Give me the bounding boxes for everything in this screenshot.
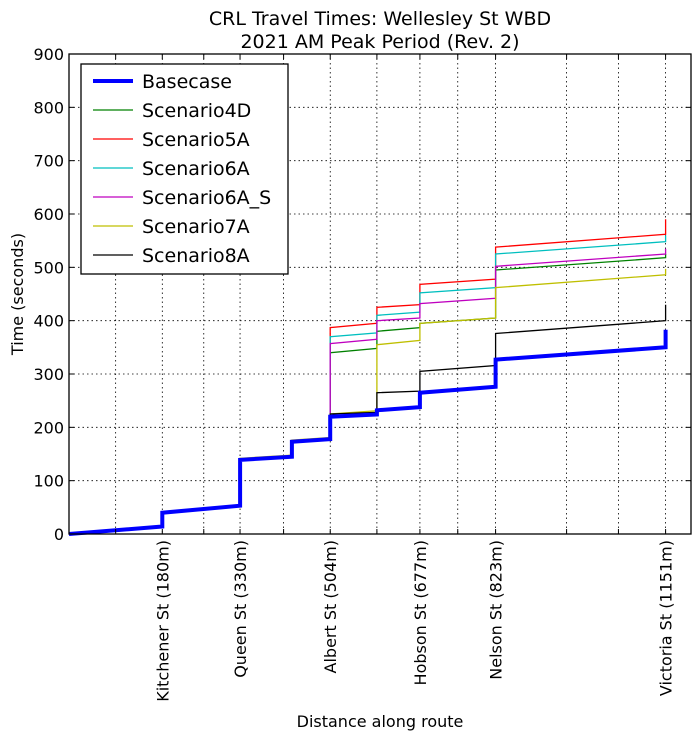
chart-subtitle: 2021 AM Peak Period (Rev. 2) <box>240 31 519 53</box>
chart-title: CRL Travel Times: Wellesley St WBD <box>209 8 551 30</box>
y-tick-label: 100 <box>33 472 64 491</box>
y-tick-label: 0 <box>54 525 64 544</box>
series-line-scenario6a <box>68 235 667 535</box>
legend: Basecase Scenario4D Scenario5A Scenario6A Sc… <box>80 63 289 275</box>
y-tick-label: 400 <box>33 312 64 331</box>
series-line-scenario4d <box>68 254 667 535</box>
x-tick-label: Kitchener St (180m) <box>153 540 172 702</box>
y-axis-label: Time (seconds) <box>8 233 27 356</box>
y-tick-label: 600 <box>33 205 64 224</box>
x-tick-label: Nelson St (823m) <box>487 540 506 680</box>
legend-label: Scenario6A <box>142 158 250 180</box>
y-tick-label: 300 <box>33 365 64 384</box>
axis-ticks: 0 100 200 300 400 500 600 700 800 900 Kitchener St… <box>33 45 691 702</box>
series-line-basecase <box>68 329 668 536</box>
y-tick-label: 200 <box>33 418 64 437</box>
legend-label: Basecase <box>142 71 232 93</box>
y-tick-label: 700 <box>33 152 64 171</box>
y-tick-label: 500 <box>33 258 64 277</box>
series-line-scenario6a_s <box>68 248 667 535</box>
y-tick-label: 800 <box>33 98 64 117</box>
legend-box <box>80 63 289 275</box>
series-lines <box>68 219 668 536</box>
x-tick-label: Albert St (504m) <box>321 540 340 673</box>
plot-frame <box>68 53 692 535</box>
x-tick-label: Hobson St (677m) <box>411 540 430 685</box>
x-tick-label: Victoria St (1151m) <box>657 540 676 696</box>
legend-label: Scenario4D <box>142 100 251 122</box>
y-tick-label: 900 <box>33 45 64 64</box>
legend-label: Scenario5A <box>142 129 250 151</box>
x-axis-label: Distance along route <box>297 712 464 731</box>
series-line-scenario7a <box>68 268 667 535</box>
x-tick-label: Queen St (330m) <box>231 540 250 678</box>
series-line-scenario8a <box>68 304 667 535</box>
legend-label: Scenario7A <box>142 216 250 238</box>
legend-label: Scenario6A_S <box>142 187 271 209</box>
legend-label: Scenario8A <box>142 245 250 267</box>
